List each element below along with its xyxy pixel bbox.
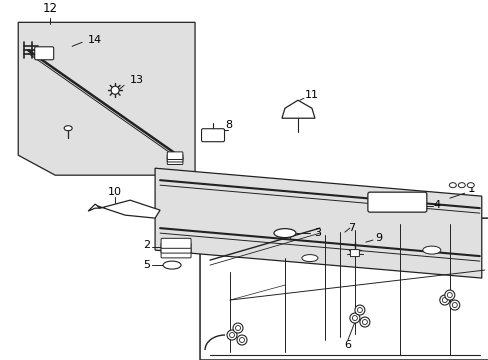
Text: 9: 9 xyxy=(374,233,381,243)
FancyBboxPatch shape xyxy=(350,249,359,257)
Circle shape xyxy=(354,305,364,315)
Circle shape xyxy=(442,298,447,302)
Polygon shape xyxy=(95,200,160,218)
Text: 2: 2 xyxy=(142,240,150,250)
Ellipse shape xyxy=(467,183,473,188)
FancyBboxPatch shape xyxy=(167,152,183,159)
Text: 3: 3 xyxy=(313,228,320,238)
Circle shape xyxy=(447,293,451,298)
Circle shape xyxy=(444,290,454,300)
Circle shape xyxy=(229,333,234,338)
Circle shape xyxy=(362,320,366,324)
Text: 10: 10 xyxy=(108,187,122,197)
Circle shape xyxy=(449,300,459,310)
Polygon shape xyxy=(88,204,100,211)
Text: 5: 5 xyxy=(143,260,150,270)
Circle shape xyxy=(451,302,456,307)
FancyBboxPatch shape xyxy=(161,248,191,258)
Ellipse shape xyxy=(422,246,440,254)
FancyBboxPatch shape xyxy=(167,154,183,162)
FancyBboxPatch shape xyxy=(201,129,224,142)
Polygon shape xyxy=(200,218,488,360)
Polygon shape xyxy=(155,168,481,278)
Ellipse shape xyxy=(163,261,181,269)
Ellipse shape xyxy=(273,229,295,238)
Text: 8: 8 xyxy=(224,120,232,130)
Polygon shape xyxy=(282,100,314,118)
Text: 6: 6 xyxy=(344,340,351,350)
Circle shape xyxy=(233,323,243,333)
Circle shape xyxy=(235,325,240,330)
Circle shape xyxy=(359,317,369,327)
Circle shape xyxy=(439,295,449,305)
Circle shape xyxy=(357,307,362,312)
FancyBboxPatch shape xyxy=(161,238,191,248)
Ellipse shape xyxy=(457,183,465,188)
Circle shape xyxy=(239,338,244,342)
Text: 7: 7 xyxy=(347,223,354,233)
Circle shape xyxy=(226,330,237,340)
Text: 1: 1 xyxy=(467,182,474,195)
Circle shape xyxy=(111,86,119,94)
Polygon shape xyxy=(18,22,195,175)
Circle shape xyxy=(349,313,359,323)
FancyBboxPatch shape xyxy=(367,192,426,212)
Text: 13: 13 xyxy=(130,75,144,85)
Circle shape xyxy=(237,335,246,345)
Ellipse shape xyxy=(64,126,72,131)
FancyBboxPatch shape xyxy=(161,243,191,253)
Ellipse shape xyxy=(448,183,455,188)
Circle shape xyxy=(352,316,357,320)
Text: 11: 11 xyxy=(305,90,318,100)
FancyBboxPatch shape xyxy=(35,47,54,60)
Text: 14: 14 xyxy=(88,35,102,45)
FancyBboxPatch shape xyxy=(167,157,183,165)
Text: 12: 12 xyxy=(42,2,58,15)
Ellipse shape xyxy=(301,255,317,262)
Text: 4: 4 xyxy=(433,200,440,210)
